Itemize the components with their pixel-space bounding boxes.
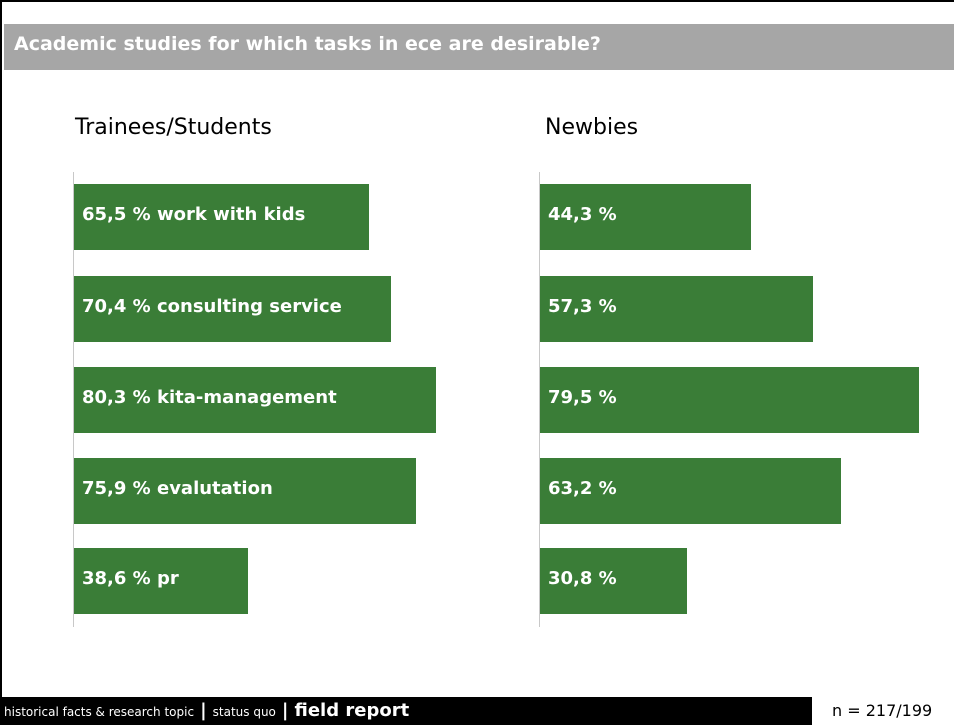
left-chart-title: Trainees/Students <box>75 115 272 140</box>
slide-title: Academic studies for which tasks in ece … <box>14 33 601 55</box>
right-chart-title: Newbies <box>545 115 639 140</box>
footer-bar: historical facts & research topic | status… <box>2 697 812 725</box>
left-axis-line <box>73 172 74 627</box>
footer-item-field-report: field report <box>294 700 410 721</box>
left-bar-label: 65,5 % work with kids <box>82 204 306 225</box>
footer-item-status: status quo <box>212 705 276 719</box>
left-bar-label: 70,4 % consulting service <box>82 296 342 317</box>
right-bar-label: 63,2 % <box>548 478 617 499</box>
footer-text: historical facts & research topic | status… <box>4 700 409 721</box>
left-bar-label: 38,6 % pr <box>82 568 179 589</box>
right-bar-label: 30,8 % <box>548 568 617 589</box>
right-bar-work-with-kids <box>540 184 751 250</box>
right-bar-label: 57,3 % <box>548 296 617 317</box>
footer-separator: | <box>281 700 289 721</box>
left-bar-label: 80,3 % kita-management <box>82 387 337 408</box>
right-bar-label: 44,3 % <box>548 204 617 225</box>
left-bar-pr <box>74 548 248 614</box>
right-bar-label: 79,5 % <box>548 387 617 408</box>
right-bar-kita-management <box>540 367 919 433</box>
left-bar-kita-management <box>74 367 436 433</box>
left-bar-evalutation <box>74 458 416 524</box>
left-bar-work-with-kids <box>74 184 369 250</box>
left-bar-consulting-service <box>74 276 391 342</box>
title-bar: Academic studies for which tasks in ece … <box>4 24 954 70</box>
left-bar-label: 75,9 % evalutation <box>82 478 273 499</box>
right-bar-pr <box>540 548 687 614</box>
right-bar-evalutation <box>540 458 841 524</box>
right-bar-consulting-service <box>540 276 813 342</box>
footer-item-history: historical facts & research topic <box>4 705 195 719</box>
sample-size: n = 217/199 <box>832 701 933 720</box>
footer-separator: | <box>200 700 207 721</box>
right-axis-line <box>539 172 540 627</box>
